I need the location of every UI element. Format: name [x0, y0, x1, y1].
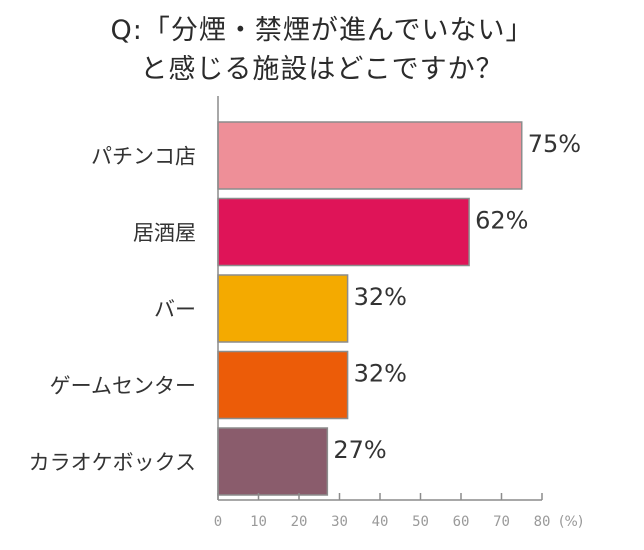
chart-title-line-2: と感じる施設はどこですか？	[140, 54, 504, 85]
category-label-5: カラオケボックス	[29, 451, 196, 475]
bar-5	[217, 427, 329, 496]
value-label-1: 75%	[528, 130, 581, 158]
value-label-2: 62%	[475, 207, 528, 235]
x-tick-label-40: 40	[372, 514, 389, 530]
x-tick-label-50: 50	[412, 514, 429, 530]
category-label-2: 居酒屋	[133, 221, 196, 245]
x-tick-label-80: 80	[534, 514, 551, 530]
x-tick-label-60: 60	[453, 514, 470, 530]
x-axis-unit: (%)	[559, 514, 583, 530]
bar-1	[217, 121, 523, 190]
category-label-4: ゲームセンター	[50, 374, 196, 398]
value-label-3: 32%	[354, 283, 407, 311]
category-label-1: パチンコ店	[91, 145, 196, 169]
bar-3	[217, 274, 349, 343]
bar-4	[217, 350, 349, 420]
bar-2	[217, 197, 470, 267]
x-tick-label-70: 70	[493, 514, 510, 530]
x-tick-label-20: 20	[291, 514, 308, 530]
x-tick-label-30: 30	[331, 514, 348, 530]
category-label-3: バー	[154, 298, 196, 322]
x-tick-label-10: 10	[250, 514, 267, 530]
chart-title-line-1: Q:「分煙・禁煙が進んでいない」	[110, 15, 534, 46]
x-tick-label-0: 0	[214, 514, 222, 530]
value-label-4: 32%	[354, 360, 407, 388]
value-label-5: 27%	[333, 436, 386, 464]
